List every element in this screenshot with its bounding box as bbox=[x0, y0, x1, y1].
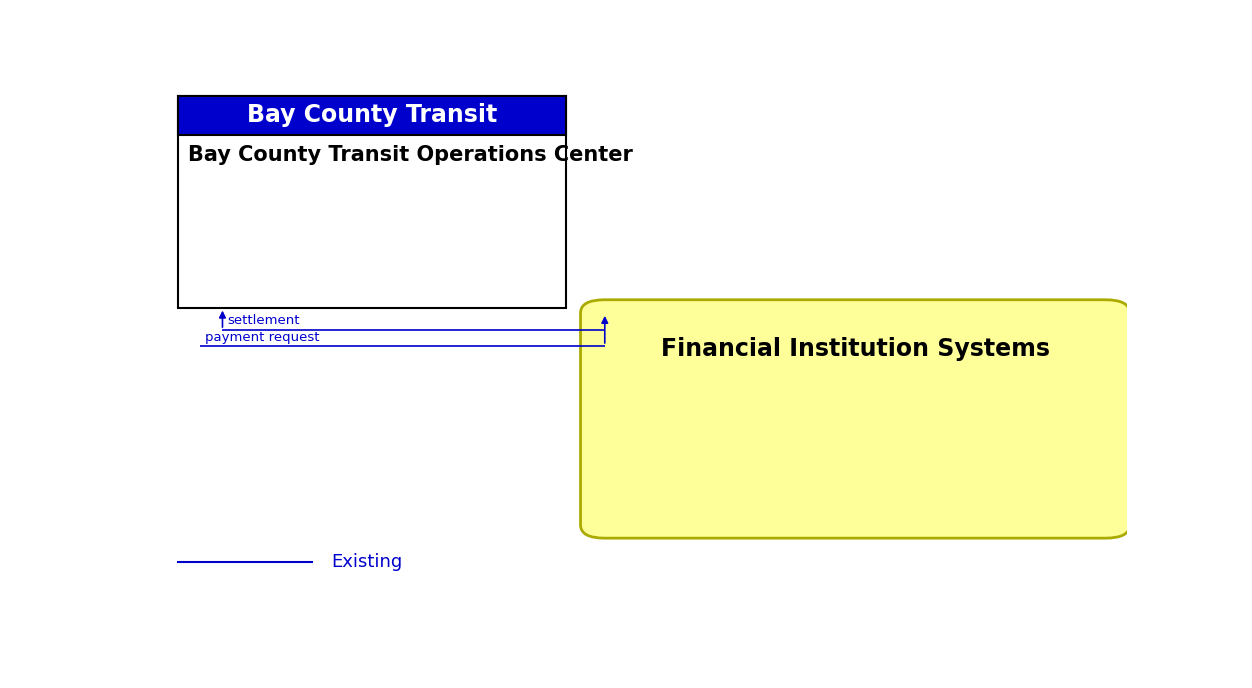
Text: Bay County Transit Operations Center: Bay County Transit Operations Center bbox=[188, 144, 632, 164]
FancyBboxPatch shape bbox=[178, 96, 566, 308]
FancyBboxPatch shape bbox=[581, 300, 1129, 538]
FancyBboxPatch shape bbox=[178, 96, 566, 135]
Text: payment request: payment request bbox=[205, 331, 319, 344]
Text: settlement: settlement bbox=[228, 314, 299, 327]
Text: Bay County Transit: Bay County Transit bbox=[247, 103, 497, 127]
Text: Existing: Existing bbox=[331, 553, 402, 571]
Text: Financial Institution Systems: Financial Institution Systems bbox=[661, 337, 1049, 361]
